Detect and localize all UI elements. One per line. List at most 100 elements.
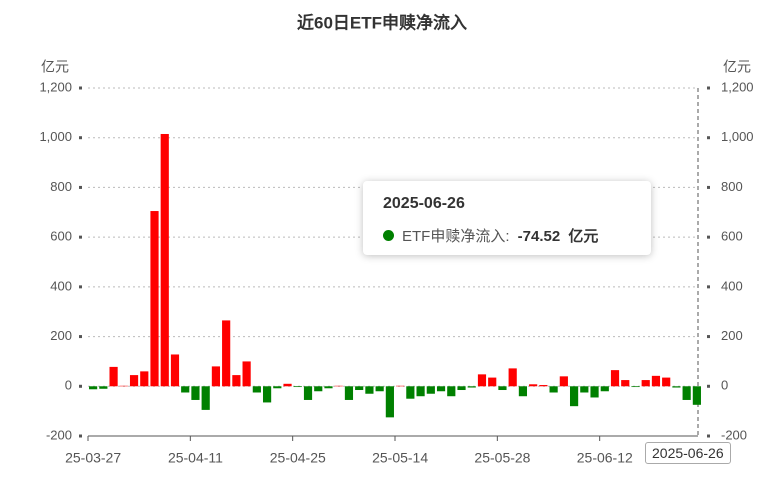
bar [508, 368, 517, 387]
bar [232, 375, 241, 387]
bar [129, 375, 139, 387]
bar [191, 386, 200, 400]
tooltip-label: ETF申赎净流入: [402, 228, 510, 245]
y-tick-mark [79, 434, 82, 438]
bar [467, 386, 476, 388]
bar [385, 386, 394, 418]
bar [99, 386, 108, 389]
y-tick-mark [79, 136, 82, 140]
y2-tick-mark [707, 185, 710, 189]
bar [283, 383, 292, 387]
bar [447, 386, 456, 397]
bar [488, 377, 497, 387]
x-tick-label: 25-04-25 [270, 450, 326, 466]
y2-tick-label: 1,000 [721, 129, 754, 144]
y2-tick-mark [707, 235, 710, 239]
y2-tick-mark [707, 335, 710, 339]
bar [416, 386, 425, 397]
bar [201, 386, 210, 410]
x-tick-label: 25-06-12 [577, 450, 633, 466]
y-tick-label: 800 [50, 179, 72, 194]
bar [344, 386, 354, 400]
bar [89, 386, 98, 390]
bar [590, 386, 599, 398]
y-tick-label: 400 [50, 278, 72, 293]
bar [600, 386, 609, 392]
bar [436, 386, 446, 392]
bar [539, 385, 548, 387]
bar [375, 386, 384, 392]
y2-tick-mark [707, 136, 710, 140]
bar [140, 371, 149, 387]
bar [559, 376, 568, 387]
x-tick-label: 25-05-28 [474, 450, 530, 466]
bar [314, 386, 323, 392]
bar [303, 386, 313, 400]
bar [170, 354, 180, 387]
y2-tick-label: 600 [721, 229, 743, 244]
bar [529, 384, 538, 387]
y2-tick-label: 800 [721, 179, 743, 194]
y2-tick-mark [707, 434, 710, 438]
bar [692, 386, 701, 405]
y-tick-label: 1,200 [39, 79, 72, 94]
bar [518, 386, 528, 397]
bar [222, 320, 231, 387]
bar [293, 386, 302, 388]
tooltip-unit: 亿元 [568, 228, 599, 245]
bar [498, 386, 507, 391]
x-tick-label: 25-04-11 [168, 450, 223, 466]
y2-tick-mark [707, 86, 710, 90]
bar [426, 386, 435, 394]
y-tick-label: 200 [50, 328, 72, 343]
y-tick-mark [79, 185, 82, 189]
y-tick-label: 600 [50, 229, 72, 244]
y2-tick-mark [707, 285, 710, 289]
bar [324, 386, 333, 389]
y2-tick-label: -200 [721, 427, 747, 442]
y2-axis-unit: 亿元 [723, 59, 751, 75]
y-tick-mark [79, 86, 82, 90]
y-axis-unit: 亿元 [41, 59, 69, 75]
y2-tick-label: 200 [721, 328, 743, 343]
tooltip: 2025-06-26 ETF申赎净流入: -74.52 亿元 [363, 181, 651, 255]
bar [150, 211, 159, 387]
bar [252, 386, 261, 393]
bar [662, 377, 671, 387]
y2-tick-label: 1,200 [721, 79, 754, 94]
x-tick-label: 25-03-27 [65, 450, 121, 466]
bar [109, 366, 118, 387]
bar [610, 370, 620, 387]
bar [549, 386, 558, 393]
bar [211, 366, 221, 387]
bar [181, 386, 190, 393]
y-tick-mark [79, 285, 82, 289]
axis-pointer-label: 2025-06-26 [645, 442, 731, 464]
bar [160, 133, 169, 387]
tooltip-row: ETF申赎净流入: -74.52 亿元 [383, 225, 598, 246]
bar [682, 386, 691, 400]
bar [273, 386, 282, 389]
bar [365, 386, 374, 394]
x-tick-label: 25-05-14 [372, 450, 428, 466]
bar [406, 386, 415, 399]
bar [672, 386, 681, 388]
chart-title: 近60日ETF申赎净流入 [297, 12, 467, 32]
tooltip-value: -74.52 [517, 228, 561, 245]
bar [651, 375, 661, 387]
tooltip-dot [383, 230, 394, 241]
y-tick-label: -200 [46, 427, 72, 442]
bar [631, 386, 640, 388]
y2-tick-mark [707, 384, 710, 388]
bar [569, 386, 579, 407]
tooltip-date: 2025-06-26 [383, 195, 465, 212]
bar [262, 386, 272, 403]
y-tick-mark [79, 335, 82, 339]
bar [580, 386, 589, 393]
y2-tick-label: 400 [721, 278, 743, 293]
bar [355, 386, 364, 391]
bar [621, 380, 630, 387]
bar [641, 380, 650, 387]
y-tick-mark [79, 235, 82, 239]
